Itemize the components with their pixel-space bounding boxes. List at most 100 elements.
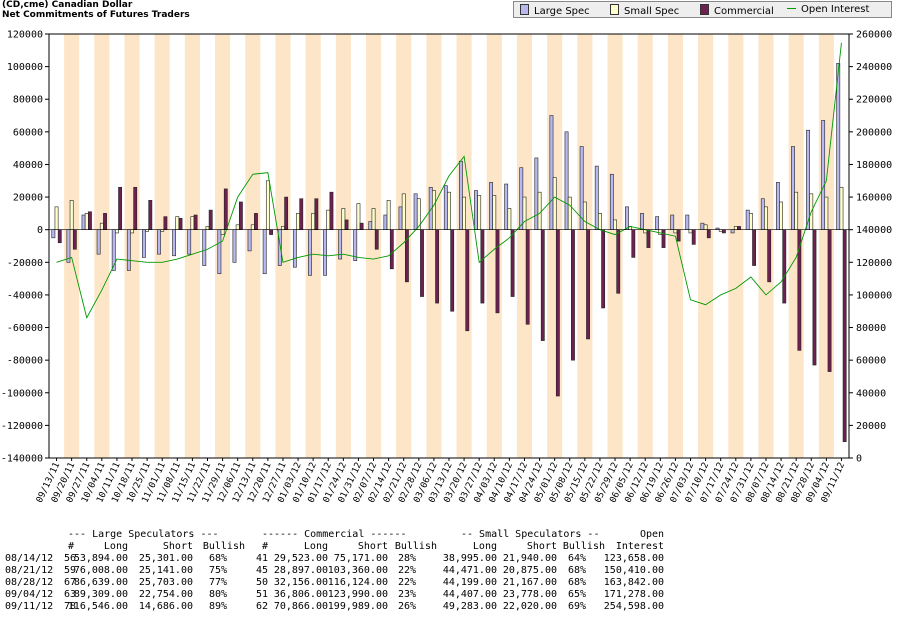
commercial-bar: [254, 213, 258, 230]
right-tick-label: 60000: [856, 356, 886, 367]
commercial-bar: [118, 186, 123, 230]
table-column-header: #: [262, 541, 269, 552]
large-spec-bar: [308, 229, 312, 276]
commercial-bar: [571, 229, 575, 361]
large-spec-bar: [625, 206, 629, 230]
table-cell: 78: [63, 601, 76, 612]
small-spec-bar: [733, 226, 738, 230]
large-spec-bar: [549, 115, 554, 230]
table-cell: 67: [63, 577, 76, 588]
large-spec-bar: [640, 213, 644, 230]
table-cell: 26%: [397, 601, 416, 612]
commercial-bar: [601, 229, 606, 309]
left-tick-label: 0: [37, 225, 43, 236]
small-spec-bar: [326, 209, 331, 230]
commercial-bar: [299, 198, 304, 230]
commercial-bar: [782, 229, 787, 304]
table-column-header: Short: [357, 541, 388, 552]
commercial-bar: [510, 229, 515, 297]
large-spec-bar: [594, 165, 599, 230]
commercial-bar: [133, 186, 138, 230]
commercial-bar: [435, 229, 440, 304]
large-spec-bar: [609, 173, 614, 231]
commercial-bar: [238, 201, 243, 230]
small-spec-bar: [356, 203, 361, 230]
table-cell: 09/04/12: [5, 589, 54, 600]
stripe-band: [667, 34, 683, 458]
left-tick-label: -100000: [1, 388, 43, 399]
table-column-header: Long: [303, 541, 328, 552]
table-cell: 103,360.00: [327, 565, 388, 576]
table-cell: 123,990.00: [327, 589, 388, 600]
stripe-band: [426, 34, 442, 458]
table-cell: 22,020.00: [502, 601, 557, 612]
small-spec-bar: [54, 206, 59, 230]
table-column-header: Bullish: [394, 541, 437, 552]
table-column-header: Short: [162, 541, 193, 552]
table-cell: 23,778.00: [502, 589, 557, 600]
small-spec-bar: [794, 191, 799, 230]
stripe-band: [728, 34, 744, 458]
commercial-bar: [57, 229, 62, 244]
table-column-header: Bullish: [202, 541, 245, 552]
small-spec-bar: [839, 186, 844, 230]
commercial-bar: [827, 229, 832, 372]
commercial-bar: [359, 222, 364, 230]
legend-label-open-interest: Open Interest: [801, 4, 870, 15]
table-cell: 68%: [567, 565, 586, 576]
commercial-bar: [495, 229, 500, 314]
table-cell: 25,703.00: [138, 577, 193, 588]
small-spec-bar: [703, 224, 708, 230]
large-spec-bar: [172, 229, 177, 257]
commitments-table: --- Large Speculators --- ------ Commerc…: [0, 529, 897, 619]
commercial-bar: [465, 229, 470, 332]
commercial-bar: [752, 229, 756, 266]
commercial-bar: [616, 229, 621, 294]
commercial-bar: [646, 229, 651, 248]
table-cell: 63: [63, 589, 76, 600]
commercial-bar: [178, 217, 183, 230]
table-cell: 65%: [567, 589, 586, 600]
table-cell: 59: [63, 565, 76, 576]
large-spec-bar: [836, 63, 841, 230]
table-cell: 36,806.00: [273, 589, 328, 600]
stripe-band: [64, 34, 80, 458]
table-cell: 62: [255, 601, 268, 612]
large-spec-bar: [489, 182, 493, 230]
stripe-band: [154, 34, 170, 458]
commercial-bar: [208, 209, 213, 230]
large-spec-bar: [564, 131, 569, 231]
table-cell: 171,278.00: [603, 589, 664, 600]
table-column-header: Interest: [615, 541, 664, 552]
table-cell: 08/14/12: [5, 553, 54, 564]
small-spec-bar: [84, 213, 89, 230]
stripe-band: [275, 34, 291, 458]
small-spec-bar: [779, 201, 783, 230]
table-cell: 116,546.00: [67, 601, 128, 612]
large-spec-bar: [791, 146, 795, 230]
right-tick-label: 240000: [856, 62, 892, 73]
small-spec-bar: [130, 229, 134, 234]
stripe-band: [607, 34, 623, 458]
table-column-header: Long: [103, 541, 128, 552]
table-cell: 254,598.00: [603, 601, 664, 612]
table-cell: 51: [255, 589, 268, 600]
table-cell: 41: [255, 553, 268, 564]
large-spec-bar: [474, 190, 478, 230]
small-spec-bar: [507, 208, 512, 230]
stripe-band: [365, 34, 382, 458]
commercial-bar: [631, 229, 636, 258]
table-cell: 70,866.00: [273, 601, 328, 612]
table-cell: 22,754.00: [138, 589, 193, 600]
large-spec-bar: [292, 229, 297, 268]
large-spec-bar: [443, 185, 448, 230]
table-cell: 08/21/12: [5, 565, 54, 576]
large-spec-bar: [730, 229, 735, 234]
large-spec-bar: [51, 229, 56, 239]
table-header-open: Open: [640, 529, 665, 540]
stripe-band: [184, 34, 200, 458]
small-spec-bar: [341, 208, 346, 230]
commercial-bar: [691, 229, 696, 245]
table-cell: 28%: [397, 553, 416, 564]
chart-canvas: 120000100000800006000040000200000-20000-…: [1, 30, 892, 505]
